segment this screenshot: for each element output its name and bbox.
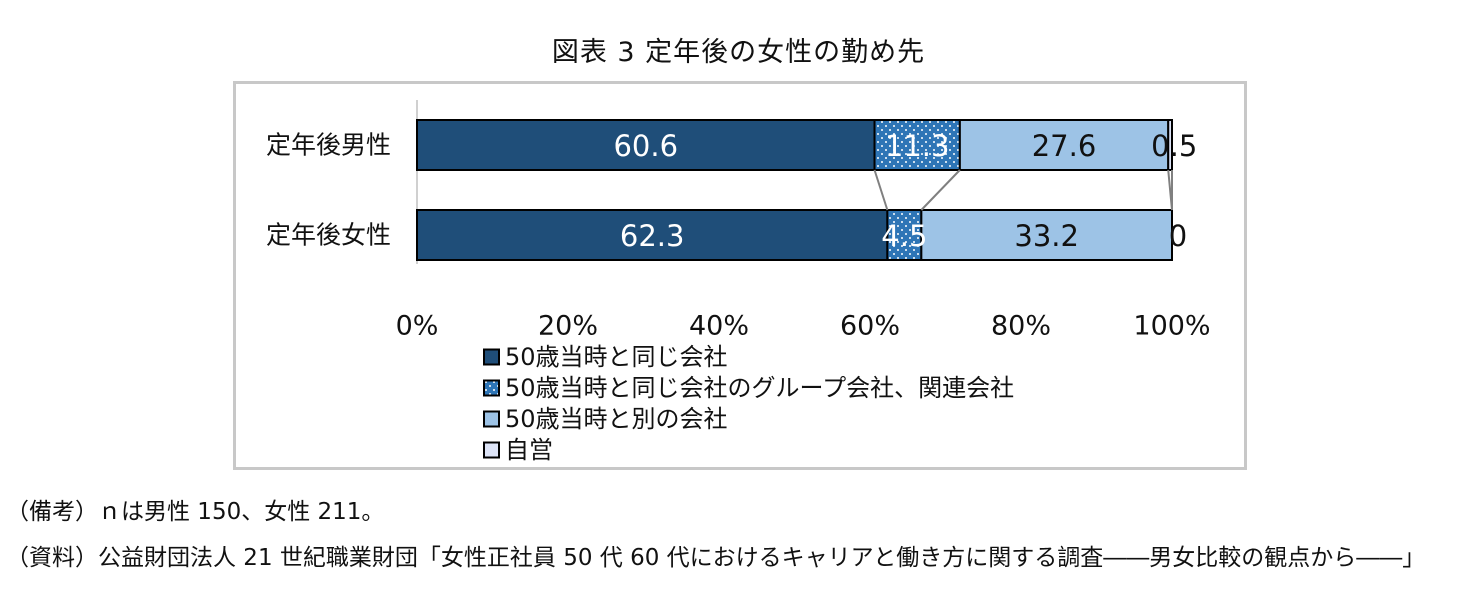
data-label: 62.3 [620,219,685,253]
legend-label: 50歳当時と同じ会社のグループ会社、関連会社 [505,374,1014,402]
legend-swatch [483,441,500,459]
category-label: 定年後男性 [266,131,391,160]
legend-label: 自営 [505,436,553,464]
legend-swatch [483,410,500,428]
data-label: 11.3 [885,129,950,163]
x-tick-label: 20% [538,311,598,342]
x-tick-label: 80% [991,311,1051,342]
chart-frame: 定年後男性 60.6 11.3 27.6 0.5 定年後女性 62.3 4.5 33.2 0 0% 2… [233,81,1247,470]
bar-segment [416,209,889,261]
category-label: 定年後女性 [266,221,391,250]
series-line [920,169,961,211]
plot-area: 定年後男性 60.6 11.3 27.6 0.5 定年後女性 62.3 4.5 33.2 0 0% 2… [266,100,1211,464]
bar-segment [958,119,1170,171]
legend-label: 50歳当時と同じ会社 [505,343,728,371]
stacked-bar-chart: 定年後男性 60.6 11.3 27.6 0.5 定年後女性 62.3 4.5 33.2 0 0% 2… [266,100,1211,464]
data-label: 27.6 [1032,129,1097,163]
x-tick-label: 60% [840,311,900,342]
x-tick-label: 0% [396,311,439,342]
legend-swatch [483,379,500,397]
x-tick-label: 100% [1133,311,1210,342]
data-label: 4.5 [881,219,927,253]
legend-label: 50歳当時と別の会社 [505,405,728,433]
series-line [873,169,889,211]
bar-segment [1167,119,1173,171]
bar-segment [920,209,1174,261]
legend-swatch [483,348,500,366]
data-label: 60.6 [613,129,678,163]
data-label: 0.5 [1151,129,1197,163]
data-label: 0 [1169,219,1187,253]
data-label: 33.2 [1014,219,1079,253]
chart-title: 図表 3 定年後の女性の勤め先 [551,37,926,68]
note-remarks: （備考）ｎは男性 150、女性 211。 [6,499,385,525]
x-tick-label: 40% [689,311,749,342]
bar-segment [886,209,923,261]
note-source: （資料）公益財団法人 21 世紀職業財団「女性正社員 50 代 60 代における… [6,545,1426,571]
bar-segment [873,119,961,171]
